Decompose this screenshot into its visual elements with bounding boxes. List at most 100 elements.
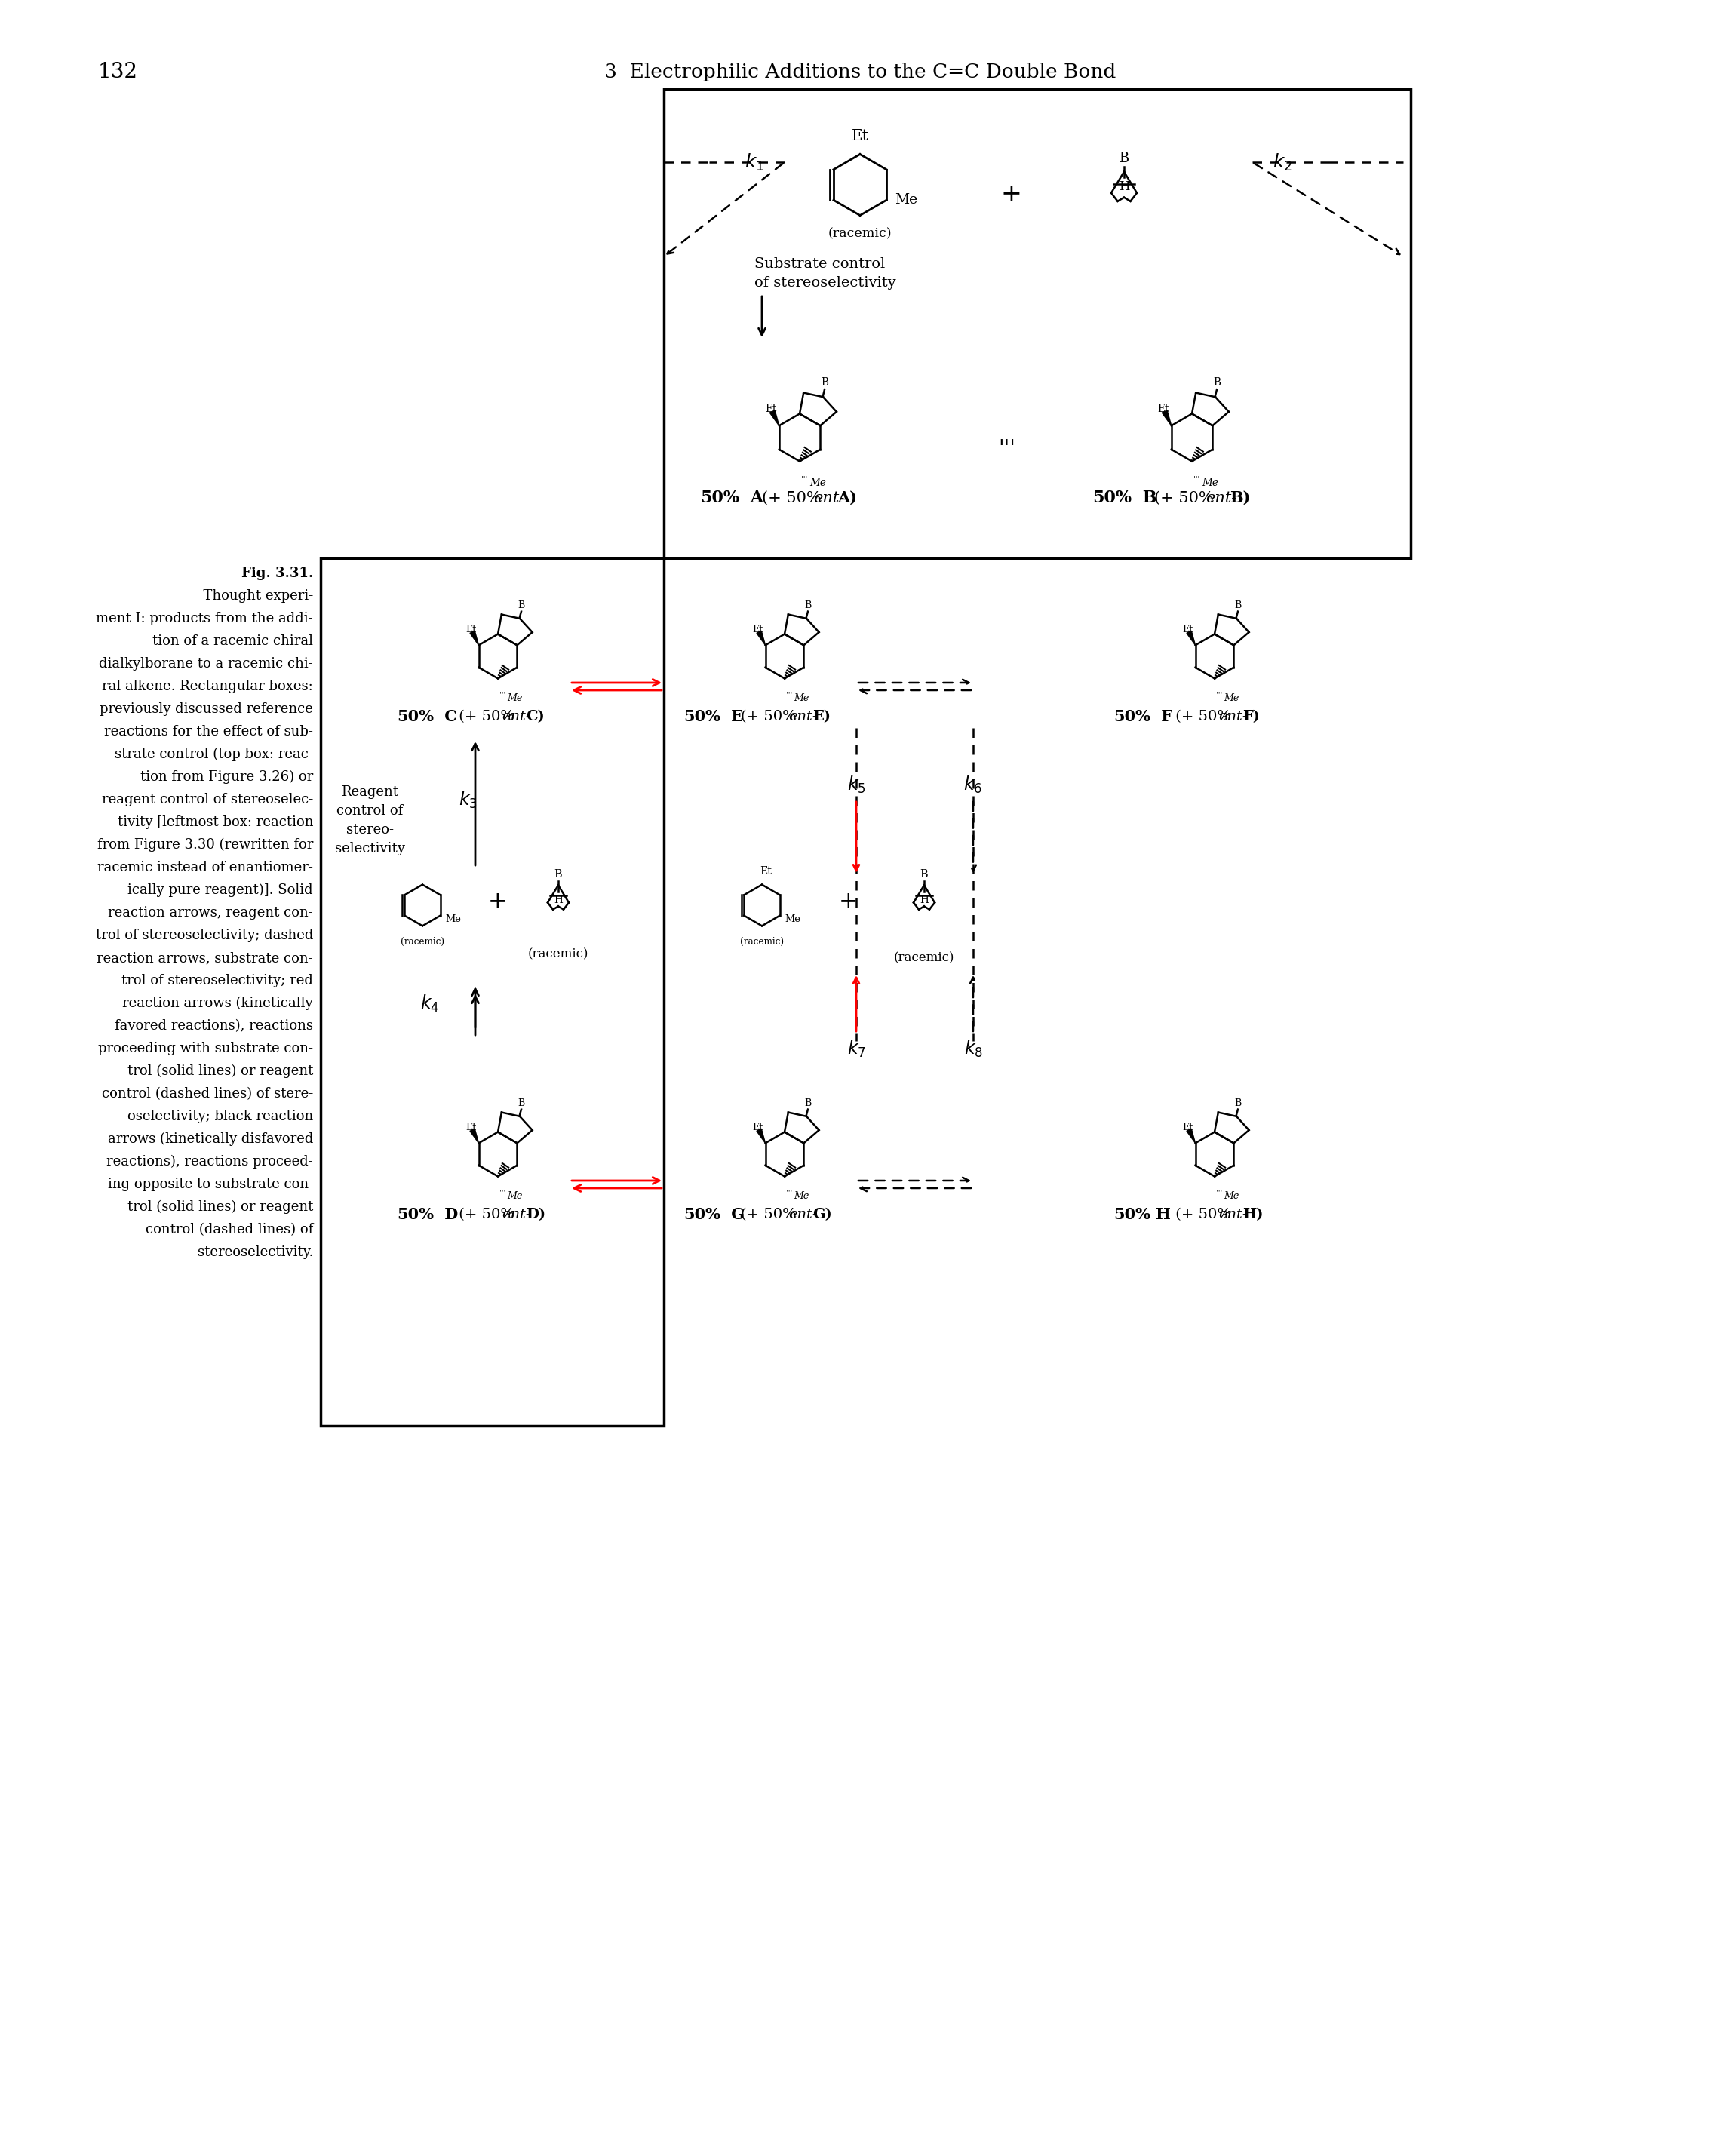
Text: Et: Et xyxy=(765,403,776,414)
Text: $k_7$: $k_7$ xyxy=(846,1039,865,1059)
Text: B: B xyxy=(1213,377,1221,388)
Text: $k_5$: $k_5$ xyxy=(846,774,865,796)
Polygon shape xyxy=(771,410,779,425)
Text: H): H) xyxy=(1242,1207,1262,1220)
Text: Me: Me xyxy=(795,1190,810,1201)
Text: from Figure 3.30 (rewritten for: from Figure 3.30 (rewritten for xyxy=(96,839,313,852)
Text: E): E) xyxy=(812,709,831,724)
Text: E: E xyxy=(726,709,743,724)
Text: $k_4$: $k_4$ xyxy=(420,994,440,1013)
Text: ent-: ent- xyxy=(788,709,817,724)
Polygon shape xyxy=(470,1130,478,1143)
Text: trol (solid lines) or reagent: trol (solid lines) or reagent xyxy=(127,1065,313,1078)
Text: dialkylborane to a racemic chi-: dialkylborane to a racemic chi- xyxy=(100,658,313,671)
Text: 50%: 50% xyxy=(1113,709,1151,724)
Text: stereo-: stereo- xyxy=(346,824,394,837)
Text: Fig. 3.31.: Fig. 3.31. xyxy=(241,567,313,580)
Text: $k_1$: $k_1$ xyxy=(745,151,764,172)
Text: (racemic): (racemic) xyxy=(528,949,588,962)
Text: Me: Me xyxy=(507,694,523,703)
Text: (+ 50%: (+ 50% xyxy=(1154,492,1214,505)
Text: 50%: 50% xyxy=(700,489,740,507)
Text: Et: Et xyxy=(752,625,764,634)
Text: (+ 50%: (+ 50% xyxy=(1171,709,1232,724)
Bar xyxy=(320,558,664,1425)
Text: trol of stereoselectivity; red: trol of stereoselectivity; red xyxy=(122,975,313,987)
Text: $k_8$: $k_8$ xyxy=(963,1039,982,1059)
Text: favored reactions), reactions: favored reactions), reactions xyxy=(115,1020,313,1033)
Text: tion of a racemic chiral: tion of a racemic chiral xyxy=(153,634,313,649)
Text: Me: Me xyxy=(1202,476,1218,487)
Text: tivity [leftmost box: reaction: tivity [leftmost box: reaction xyxy=(117,815,313,830)
Text: B: B xyxy=(518,599,525,610)
Text: (+ 50%: (+ 50% xyxy=(741,709,796,724)
Polygon shape xyxy=(757,632,765,645)
Text: 132: 132 xyxy=(98,63,138,82)
Text: Me: Me xyxy=(445,914,461,925)
Text: Reagent: Reagent xyxy=(341,785,399,800)
Text: trol of stereoselectivity; dashed: trol of stereoselectivity; dashed xyxy=(96,929,313,942)
Text: 50%: 50% xyxy=(1113,1207,1151,1222)
Text: (racemic): (racemic) xyxy=(401,936,444,946)
Polygon shape xyxy=(470,632,478,645)
Text: B: B xyxy=(1120,151,1128,166)
Text: B: B xyxy=(518,1097,525,1108)
Text: arrows (kinetically disfavored: arrows (kinetically disfavored xyxy=(108,1132,313,1147)
Text: Et: Et xyxy=(760,867,772,877)
Text: tion from Figure 3.26) or: tion from Figure 3.26) or xyxy=(139,770,313,785)
Text: $k_2$: $k_2$ xyxy=(1273,151,1292,172)
Text: D): D) xyxy=(526,1207,545,1220)
Text: ent-: ent- xyxy=(502,1207,531,1220)
Bar xyxy=(664,88,1410,558)
Text: Me: Me xyxy=(507,1190,523,1201)
Text: ing opposite to substrate con-: ing opposite to substrate con- xyxy=(108,1177,313,1190)
Text: oselectivity; black reaction: oselectivity; black reaction xyxy=(127,1110,313,1123)
Text: $k_6$: $k_6$ xyxy=(963,774,982,796)
Text: reactions for the effect of sub-: reactions for the effect of sub- xyxy=(105,724,313,740)
Polygon shape xyxy=(1187,632,1195,645)
Text: B: B xyxy=(1137,489,1158,507)
Text: +: + xyxy=(1001,183,1022,207)
Text: 50%: 50% xyxy=(683,1207,721,1222)
Text: Et: Et xyxy=(752,1123,764,1132)
Text: ''': ''' xyxy=(786,692,793,699)
Text: H: H xyxy=(920,895,929,906)
Text: +: + xyxy=(488,890,507,914)
Text: Et: Et xyxy=(851,129,869,144)
Text: (racemic): (racemic) xyxy=(827,229,893,241)
Text: stereoselectivity.: stereoselectivity. xyxy=(198,1246,313,1259)
Text: G: G xyxy=(726,1207,745,1222)
Polygon shape xyxy=(757,1130,765,1143)
Text: H: H xyxy=(1156,1207,1171,1222)
Text: ''': ''' xyxy=(1216,1190,1223,1197)
Text: Me: Me xyxy=(894,194,917,207)
Text: (+ 50%: (+ 50% xyxy=(762,492,822,505)
Text: $k_3$: $k_3$ xyxy=(458,789,476,811)
Text: B: B xyxy=(1235,1097,1242,1108)
Text: (+ 50%: (+ 50% xyxy=(454,1207,514,1220)
Text: reaction arrows, reagent con-: reaction arrows, reagent con- xyxy=(108,906,313,921)
Text: ent-: ent- xyxy=(1218,709,1247,724)
Text: (+ 50%: (+ 50% xyxy=(1171,1207,1232,1220)
Text: Et: Et xyxy=(1158,403,1168,414)
Text: ment I: products from the addi-: ment I: products from the addi- xyxy=(96,612,313,625)
Text: 50%: 50% xyxy=(397,1207,433,1222)
Text: F): F) xyxy=(1242,709,1259,724)
Text: strate control (top box: reac-: strate control (top box: reac- xyxy=(115,748,313,761)
Text: control (dashed lines) of: control (dashed lines) of xyxy=(146,1222,313,1235)
Text: Me: Me xyxy=(1225,1190,1240,1201)
Text: Me: Me xyxy=(795,694,810,703)
Text: reactions), reactions proceed-: reactions), reactions proceed- xyxy=(107,1156,313,1169)
Text: reaction arrows, substrate con-: reaction arrows, substrate con- xyxy=(96,951,313,966)
Text: 3  Electrophilic Additions to the C=C Double Bond: 3 Electrophilic Additions to the C=C Dou… xyxy=(604,63,1116,82)
Text: ''': ''' xyxy=(1216,692,1223,699)
Text: 50%: 50% xyxy=(1092,489,1132,507)
Text: B: B xyxy=(805,1097,812,1108)
Text: 50%: 50% xyxy=(683,709,721,724)
Text: reagent control of stereoselec-: reagent control of stereoselec- xyxy=(101,793,313,806)
Text: ''': ''' xyxy=(999,438,1017,459)
Text: (racemic): (racemic) xyxy=(894,951,955,964)
Text: ''': ''' xyxy=(802,476,808,483)
Text: G): G) xyxy=(812,1207,832,1220)
Text: Et: Et xyxy=(466,1123,476,1132)
